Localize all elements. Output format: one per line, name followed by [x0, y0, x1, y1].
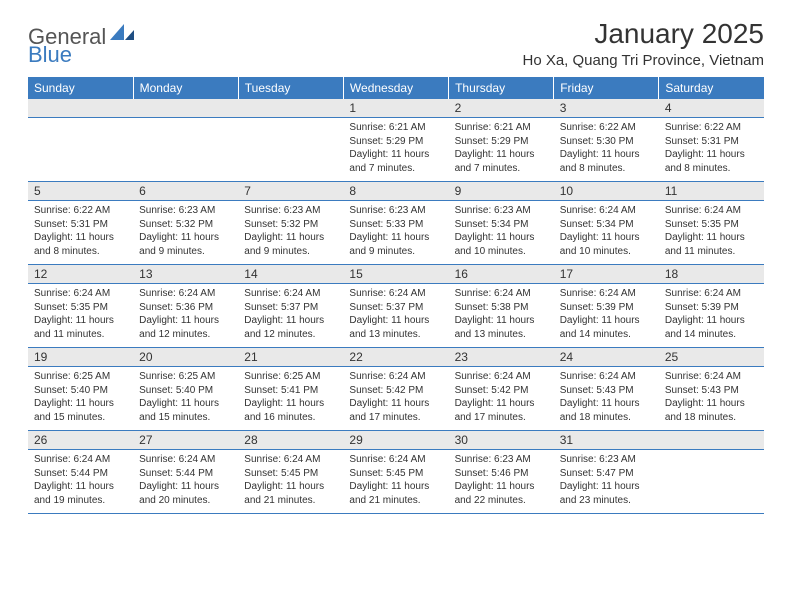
day-cell — [659, 450, 764, 514]
day-header: Friday — [554, 77, 659, 99]
day-cell: Sunrise: 6:23 AMSunset: 5:32 PMDaylight:… — [238, 201, 343, 265]
day-number-cell: 21 — [238, 348, 343, 367]
day-cell: Sunrise: 6:25 AMSunset: 5:40 PMDaylight:… — [133, 367, 238, 431]
day-cell — [133, 118, 238, 182]
day-number-cell: 29 — [343, 431, 448, 450]
week-content-row: Sunrise: 6:24 AMSunset: 5:35 PMDaylight:… — [28, 284, 764, 348]
day-cell: Sunrise: 6:23 AMSunset: 5:47 PMDaylight:… — [554, 450, 659, 514]
day-number-cell — [238, 99, 343, 118]
day-number-cell: 19 — [28, 348, 133, 367]
day-number-cell: 26 — [28, 431, 133, 450]
day-cell: Sunrise: 6:23 AMSunset: 5:46 PMDaylight:… — [449, 450, 554, 514]
day-cell: Sunrise: 6:24 AMSunset: 5:43 PMDaylight:… — [554, 367, 659, 431]
day-cell: Sunrise: 6:24 AMSunset: 5:37 PMDaylight:… — [238, 284, 343, 348]
day-cell: Sunrise: 6:22 AMSunset: 5:31 PMDaylight:… — [659, 118, 764, 182]
day-header: Wednesday — [343, 77, 448, 99]
day-number-cell: 23 — [449, 348, 554, 367]
day-cell — [238, 118, 343, 182]
day-number-cell: 3 — [554, 99, 659, 118]
day-number-cell: 31 — [554, 431, 659, 450]
location-text: Ho Xa, Quang Tri Province, Vietnam — [522, 52, 764, 69]
day-number-cell: 12 — [28, 265, 133, 284]
day-number-cell: 28 — [238, 431, 343, 450]
calendar-header-row: SundayMondayTuesdayWednesdayThursdayFrid… — [28, 77, 764, 99]
week-content-row: Sunrise: 6:24 AMSunset: 5:44 PMDaylight:… — [28, 450, 764, 514]
calendar-table: SundayMondayTuesdayWednesdayThursdayFrid… — [28, 77, 764, 514]
day-cell: Sunrise: 6:24 AMSunset: 5:42 PMDaylight:… — [449, 367, 554, 431]
day-number-cell — [659, 431, 764, 450]
day-cell: Sunrise: 6:25 AMSunset: 5:40 PMDaylight:… — [28, 367, 133, 431]
header-row: General January 2025 Ho Xa, Quang Tri Pr… — [28, 18, 764, 69]
week-content-row: Sunrise: 6:22 AMSunset: 5:31 PMDaylight:… — [28, 201, 764, 265]
day-cell: Sunrise: 6:24 AMSunset: 5:44 PMDaylight:… — [28, 450, 133, 514]
day-cell: Sunrise: 6:21 AMSunset: 5:29 PMDaylight:… — [343, 118, 448, 182]
day-cell: Sunrise: 6:24 AMSunset: 5:42 PMDaylight:… — [343, 367, 448, 431]
week-number-row: 12131415161718 — [28, 265, 764, 284]
day-cell: Sunrise: 6:23 AMSunset: 5:34 PMDaylight:… — [449, 201, 554, 265]
day-number-cell: 13 — [133, 265, 238, 284]
day-number-cell — [133, 99, 238, 118]
day-number-cell: 1 — [343, 99, 448, 118]
day-number-cell: 10 — [554, 182, 659, 201]
day-number-cell: 24 — [554, 348, 659, 367]
day-number-cell: 27 — [133, 431, 238, 450]
day-number-cell: 8 — [343, 182, 448, 201]
day-cell: Sunrise: 6:24 AMSunset: 5:39 PMDaylight:… — [554, 284, 659, 348]
logo-sail-icon — [110, 24, 136, 42]
day-number-cell: 15 — [343, 265, 448, 284]
day-cell: Sunrise: 6:24 AMSunset: 5:36 PMDaylight:… — [133, 284, 238, 348]
day-header: Sunday — [28, 77, 133, 99]
day-number-cell: 7 — [238, 182, 343, 201]
day-cell: Sunrise: 6:23 AMSunset: 5:32 PMDaylight:… — [133, 201, 238, 265]
day-cell: Sunrise: 6:24 AMSunset: 5:34 PMDaylight:… — [554, 201, 659, 265]
title-block: January 2025 Ho Xa, Quang Tri Province, … — [522, 18, 764, 69]
day-number-cell: 9 — [449, 182, 554, 201]
day-cell: Sunrise: 6:21 AMSunset: 5:29 PMDaylight:… — [449, 118, 554, 182]
day-number-cell: 20 — [133, 348, 238, 367]
day-cell: Sunrise: 6:24 AMSunset: 5:45 PMDaylight:… — [343, 450, 448, 514]
week-content-row: Sunrise: 6:21 AMSunset: 5:29 PMDaylight:… — [28, 118, 764, 182]
day-number-cell: 17 — [554, 265, 659, 284]
day-header: Thursday — [449, 77, 554, 99]
day-header: Tuesday — [238, 77, 343, 99]
day-number-cell: 30 — [449, 431, 554, 450]
day-number-cell: 22 — [343, 348, 448, 367]
day-number-cell: 2 — [449, 99, 554, 118]
day-cell: Sunrise: 6:24 AMSunset: 5:35 PMDaylight:… — [28, 284, 133, 348]
day-number-cell: 14 — [238, 265, 343, 284]
week-number-row: 567891011 — [28, 182, 764, 201]
week-number-row: 1234 — [28, 99, 764, 118]
calendar-page: General January 2025 Ho Xa, Quang Tri Pr… — [0, 0, 792, 514]
day-number-cell: 16 — [449, 265, 554, 284]
day-cell: Sunrise: 6:22 AMSunset: 5:31 PMDaylight:… — [28, 201, 133, 265]
week-number-row: 262728293031 — [28, 431, 764, 450]
day-number-cell: 6 — [133, 182, 238, 201]
day-cell: Sunrise: 6:24 AMSunset: 5:39 PMDaylight:… — [659, 284, 764, 348]
day-cell: Sunrise: 6:24 AMSunset: 5:45 PMDaylight:… — [238, 450, 343, 514]
day-header: Monday — [133, 77, 238, 99]
day-number-cell — [28, 99, 133, 118]
day-cell: Sunrise: 6:24 AMSunset: 5:43 PMDaylight:… — [659, 367, 764, 431]
week-number-row: 19202122232425 — [28, 348, 764, 367]
day-cell: Sunrise: 6:22 AMSunset: 5:30 PMDaylight:… — [554, 118, 659, 182]
day-cell: Sunrise: 6:25 AMSunset: 5:41 PMDaylight:… — [238, 367, 343, 431]
day-cell: Sunrise: 6:23 AMSunset: 5:33 PMDaylight:… — [343, 201, 448, 265]
day-cell: Sunrise: 6:24 AMSunset: 5:38 PMDaylight:… — [449, 284, 554, 348]
day-number-cell: 4 — [659, 99, 764, 118]
day-cell — [28, 118, 133, 182]
month-title: January 2025 — [522, 18, 764, 50]
day-cell: Sunrise: 6:24 AMSunset: 5:44 PMDaylight:… — [133, 450, 238, 514]
day-header: Saturday — [659, 77, 764, 99]
week-content-row: Sunrise: 6:25 AMSunset: 5:40 PMDaylight:… — [28, 367, 764, 431]
day-number-cell: 18 — [659, 265, 764, 284]
day-cell: Sunrise: 6:24 AMSunset: 5:37 PMDaylight:… — [343, 284, 448, 348]
logo-text-2: Blue — [28, 42, 72, 68]
day-cell: Sunrise: 6:24 AMSunset: 5:35 PMDaylight:… — [659, 201, 764, 265]
day-number-cell: 5 — [28, 182, 133, 201]
day-number-cell: 11 — [659, 182, 764, 201]
day-number-cell: 25 — [659, 348, 764, 367]
